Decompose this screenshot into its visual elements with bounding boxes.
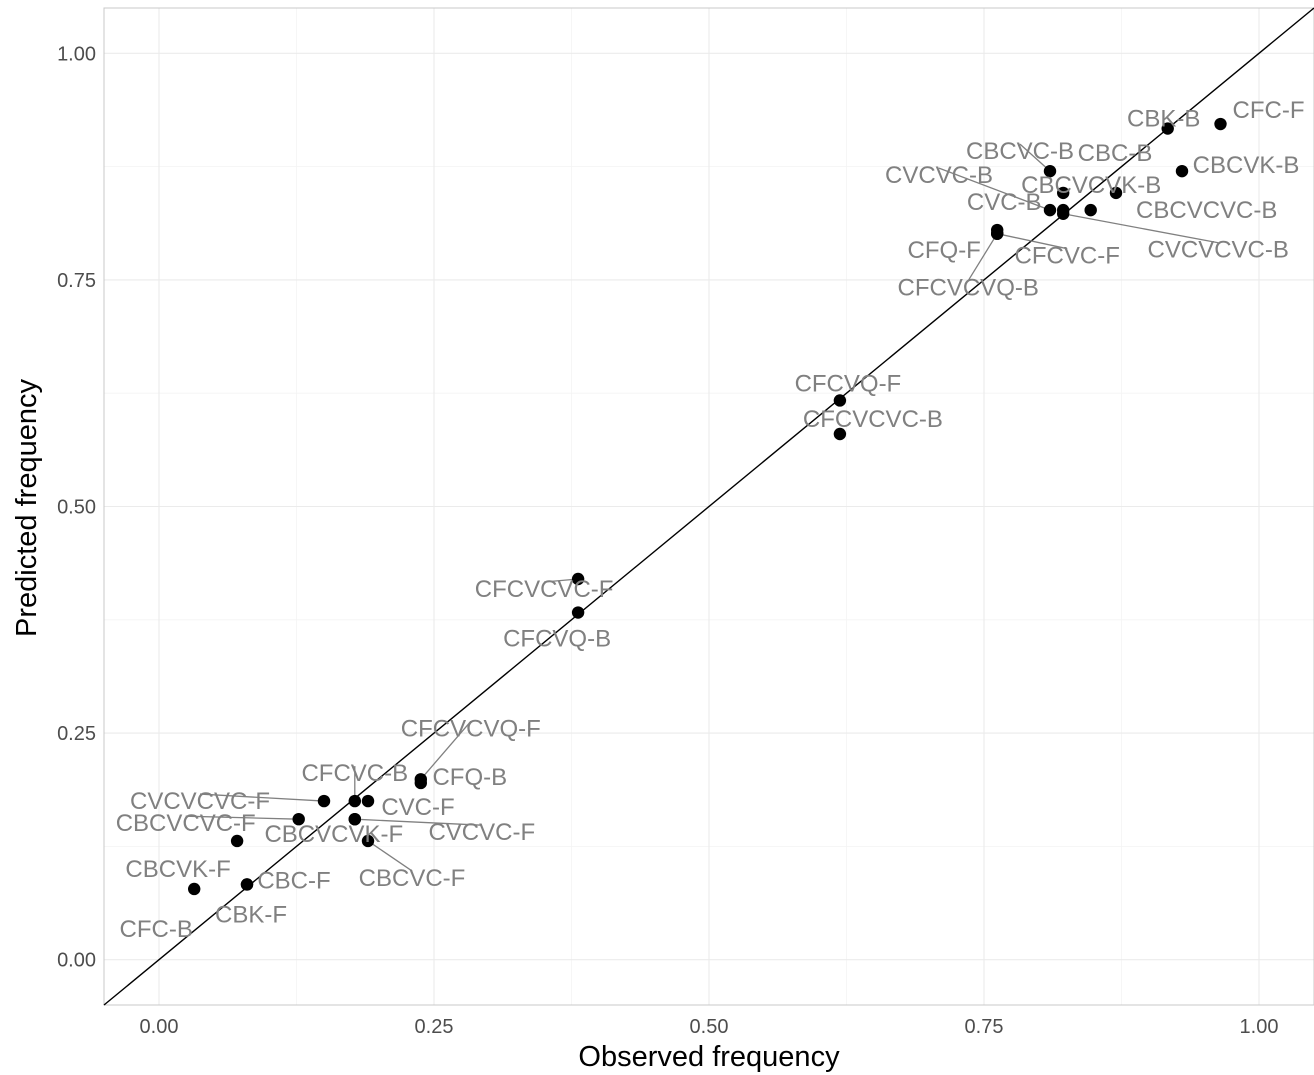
leader-line [997,233,1068,250]
data-point [1109,186,1123,200]
data-point [317,794,331,808]
data-point [1161,122,1174,135]
point-label: CFCVCVC-F [475,576,614,603]
point-label: CBK-B [1127,106,1200,133]
point-label: CFC-B [120,916,193,943]
point-label: CFCVC-B [301,760,408,787]
major-gridlines [104,8,1314,1005]
x-axis-tick-labels: 0.00 0.25 0.50 0.75 1.00 [140,1016,1279,1038]
point-label: CFCVC-F [1015,243,1120,270]
point-labels: CFC-FCBK-BCBCVK-BCBC-BCBCVC-BCBCVCVK-BCV… [116,97,1305,943]
data-point [361,794,375,808]
x-axis-title: Observed frequency [578,1041,840,1073]
data-point [348,812,361,826]
point-label: CFQ-F [908,237,981,264]
data-points [188,117,1227,896]
data-point [361,834,375,848]
point-label: CBC-B [1078,140,1153,167]
y-tick-label: 1.00 [57,43,96,65]
point-label: CVC-B [967,189,1042,216]
x-tick-label: 0.50 [690,1016,729,1038]
point-label: CFQ-B [432,764,507,791]
point-label: CVCVCVC-B [1148,237,1289,264]
data-point [348,794,361,808]
data-point [571,572,585,586]
x-tick-label: 0.25 [415,1016,454,1038]
point-label: CVCVC-B [885,162,993,189]
point-label: CBCVK-B [1193,152,1300,179]
point-label: CBC-F [257,867,330,894]
point-label: CFCVCVC-B [803,406,943,433]
y-tick-label: 0.25 [57,723,96,745]
data-point [414,776,427,790]
point-label: CFC-F [1233,97,1305,124]
point-label: CBCVC-B [966,138,1074,165]
data-point [188,882,201,896]
panel-border [103,7,1314,1006]
point-label: CFCVCVQ-F [401,715,541,742]
data-point [833,427,847,441]
leader-line [938,167,1051,211]
leader-line [967,233,998,282]
point-label: CFCVCVQ-B [898,275,1039,302]
data-point [571,606,585,619]
point-label: CVCVCVC-F [130,788,270,815]
point-label: CBCVC-F [359,865,466,892]
label-leader-lines [185,143,1219,872]
y-tick-label: 0.00 [57,950,96,972]
leader-line [185,815,299,820]
point-label: CBCVCVC-F [116,810,256,837]
data-point [1043,164,1057,178]
x-tick-label: 0.00 [140,1016,179,1038]
data-point [1057,186,1070,200]
point-label: CBK-F [215,901,287,928]
point-label: CBCVK-F [125,856,230,883]
leader-line [199,793,325,802]
point-label: CVCVC-F [428,819,535,846]
point-label: CBCVCVK-F [264,821,403,848]
point-label: CFCVQ-B [503,626,611,653]
leader-line [367,840,413,872]
identity-line [103,7,1314,1006]
data-point [1214,117,1227,131]
data-point [240,878,254,891]
leader-line [354,818,482,826]
y-tick-label: 0.75 [57,270,96,292]
point-label: CFCVQ-F [795,370,902,397]
data-point [230,834,244,848]
y-axis-tick-labels: 0.00 0.25 0.50 0.75 1.00 [57,43,96,971]
x-tick-label: 1.00 [1240,1016,1279,1038]
leader-line [1063,213,1219,244]
data-point [991,227,1004,240]
data-point [292,812,305,826]
data-point [1084,203,1097,217]
data-point [1043,203,1057,217]
data-point [1175,164,1189,178]
point-label: CBCVCVK-B [1021,172,1161,199]
point-label: CBCVCVC-B [1136,197,1277,224]
y-axis-title: Predicted frequency [11,379,43,637]
y-tick-label: 0.50 [57,497,96,519]
data-point [833,394,847,407]
data-point [1057,207,1070,220]
x-tick-label: 0.75 [965,1016,1004,1038]
leader-line [1019,143,1051,172]
leader-line [420,720,472,780]
point-label: CVC-F [381,794,454,821]
